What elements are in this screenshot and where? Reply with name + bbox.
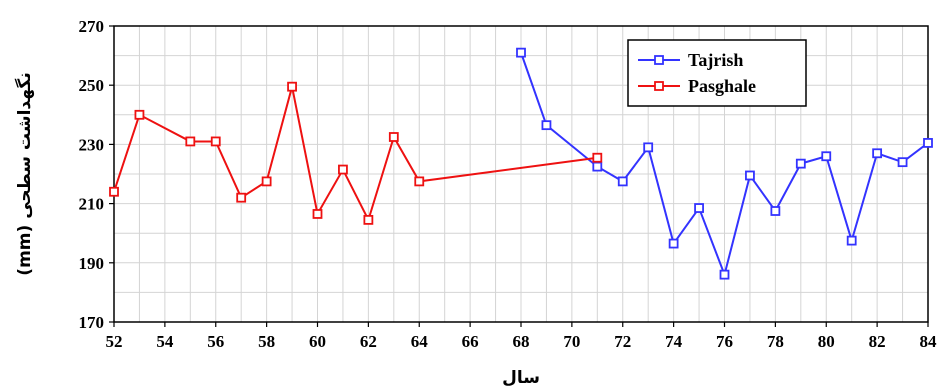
- data-point-pasghale: [312, 209, 323, 219]
- data-point-pasghale: [261, 176, 272, 187]
- data-point-tajrish: [846, 235, 857, 246]
- data-point-tajrish: [872, 148, 883, 159]
- y-tick-label: 270: [79, 17, 105, 36]
- legend-marker-pasghale: [654, 81, 664, 91]
- y-tick-label: 210: [79, 195, 105, 214]
- data-point-tajrish: [897, 157, 908, 168]
- y-tick-label: 250: [79, 76, 105, 95]
- data-point-pasghale: [134, 109, 145, 120]
- data-point-tajrish: [643, 142, 654, 153]
- data-point-pasghale: [592, 152, 603, 163]
- legend-box: [627, 39, 807, 107]
- x-tick-label: 58: [258, 332, 275, 351]
- series-line-pasghale: [113, 86, 598, 223]
- data-point-pasghale: [287, 81, 297, 92]
- series-pasghale: [109, 81, 603, 225]
- x-tick-label: 74: [665, 332, 683, 351]
- data-point-tajrish: [694, 203, 704, 213]
- series-line-tajrish: [520, 52, 929, 278]
- data-point-pasghale: [185, 136, 196, 147]
- data-point-pasghale: [338, 164, 348, 175]
- data-point-tajrish: [516, 47, 526, 58]
- x-tick-label: 54: [156, 332, 174, 351]
- legend: Tajrish Pasghale: [627, 39, 807, 107]
- y-tick-label: 190: [79, 254, 105, 273]
- series-tajrish: [516, 47, 933, 280]
- data-point-tajrish: [668, 238, 679, 249]
- data-point-tajrish: [592, 161, 603, 172]
- x-tick-label: 52: [106, 332, 123, 351]
- x-tick-label: 56: [207, 332, 224, 351]
- data-point-tajrish: [770, 206, 781, 216]
- data-point-tajrish: [923, 138, 933, 148]
- data-point-pasghale: [236, 192, 247, 203]
- x-tick-label: 78: [767, 332, 784, 351]
- axis-ticks: 52 54 56 58 60 62 64 66 68 70 72 74 76 78 80 82 84 170 190…: [79, 17, 938, 351]
- data-point-tajrish: [719, 269, 730, 280]
- legend-marker-tajrish: [654, 55, 664, 65]
- x-tick-label: 76: [716, 332, 733, 351]
- data-point-pasghale: [414, 176, 425, 187]
- legend-label-tajrish: Tajrish: [688, 50, 743, 70]
- data-point-tajrish: [795, 158, 806, 169]
- data-point-tajrish: [745, 170, 755, 181]
- series-lines: [109, 47, 933, 280]
- x-axis-title: سال: [502, 368, 540, 388]
- x-tick-label: 60: [309, 332, 326, 351]
- x-tick-label: 64: [411, 332, 429, 351]
- x-tick-label: 62: [360, 332, 377, 351]
- y-axis-title: نگهداشت سطحی (mm): [14, 72, 35, 275]
- data-point-pasghale: [363, 214, 374, 225]
- data-point-pasghale: [109, 186, 119, 197]
- x-tick-label: 80: [818, 332, 835, 351]
- x-tick-label: 82: [869, 332, 886, 351]
- legend-label-pasghale: Pasghale: [688, 76, 756, 96]
- x-tick-label: 84: [920, 332, 938, 351]
- y-tick-label: 170: [79, 313, 105, 332]
- data-point-pasghale: [210, 136, 221, 147]
- data-point-tajrish: [541, 120, 552, 131]
- data-point-tajrish: [821, 151, 832, 162]
- y-tick-label: 230: [79, 135, 105, 154]
- x-tick-label: 66: [462, 332, 479, 351]
- x-tick-label: 68: [513, 332, 530, 351]
- x-tick-label: 70: [563, 332, 580, 351]
- data-point-pasghale: [388, 132, 399, 142]
- x-tick-label: 72: [614, 332, 631, 351]
- data-point-tajrish: [617, 176, 628, 187]
